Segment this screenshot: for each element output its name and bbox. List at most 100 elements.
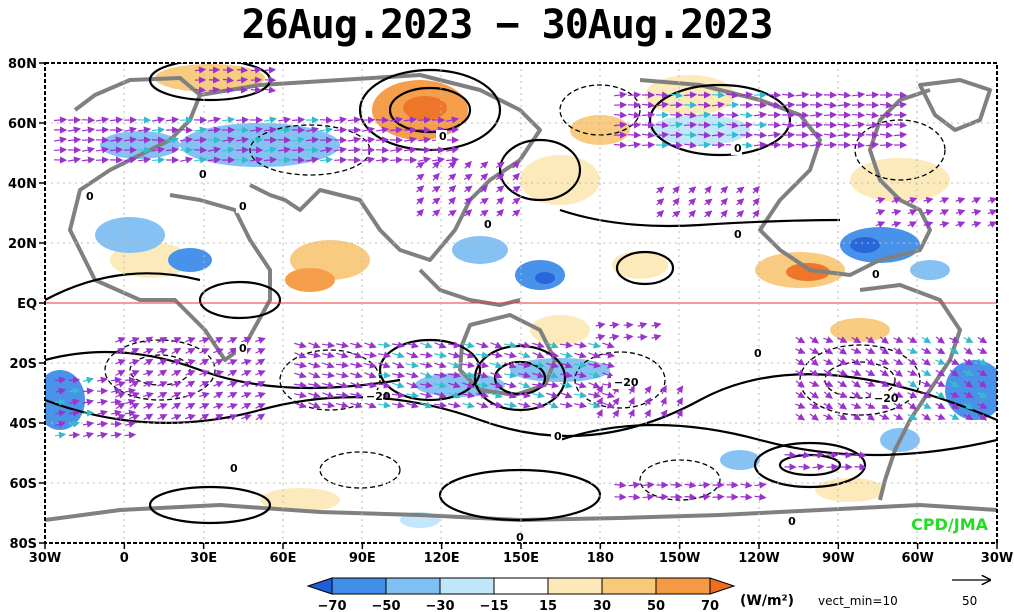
wind-vector (660, 409, 668, 418)
wind-vector (307, 381, 322, 389)
wind-vector (795, 121, 810, 129)
wind-vector (812, 451, 825, 459)
wind-vector (389, 156, 404, 164)
wind-vector (157, 336, 168, 344)
wind-vector (143, 403, 154, 410)
wind-vector (977, 402, 988, 409)
wind-vector (185, 392, 196, 399)
wind-vector (823, 111, 838, 119)
contour-label-bg (481, 218, 492, 231)
wind-vector (277, 136, 292, 144)
wind-vector (417, 136, 432, 144)
wind-vector (754, 493, 767, 501)
wind-vector (935, 358, 946, 365)
wind-vector (69, 398, 80, 406)
wind-vector-layer (53, 66, 997, 501)
wind-vector (851, 402, 862, 409)
wind-vector (445, 146, 460, 154)
wind-vector (504, 381, 517, 389)
wind-vector (255, 358, 266, 366)
wind-vector (55, 387, 67, 395)
wind-vector (241, 380, 252, 388)
wind-vector (54, 376, 67, 384)
wind-vector (143, 381, 154, 388)
wind-vector (865, 347, 876, 354)
contour-label: 0 (872, 268, 880, 281)
wind-vector (199, 369, 210, 377)
wind-vector (462, 401, 475, 409)
wind-vector (560, 391, 573, 399)
wind-vector (81, 116, 96, 124)
wind-vector (587, 361, 602, 369)
wind-vector (199, 358, 210, 366)
wind-vector (574, 381, 587, 389)
wind-vector (795, 369, 806, 376)
wind-vector (319, 116, 334, 124)
wind-vector (739, 91, 754, 99)
wind-vector (434, 361, 447, 369)
wind-vector (333, 156, 348, 164)
wind-vector (378, 361, 391, 369)
wind-vector (464, 209, 473, 217)
wind-vector (879, 413, 890, 420)
contour-label: 0 (734, 142, 742, 155)
wind-vector (532, 341, 545, 349)
wind-vector (361, 136, 376, 144)
wind-vector (809, 413, 819, 421)
wind-vector (82, 420, 95, 428)
wind-vector (907, 336, 918, 344)
wind-vector (375, 126, 390, 134)
wind-vector (893, 101, 908, 109)
wind-vector (416, 173, 425, 181)
wind-vector (628, 481, 641, 489)
wind-vector (518, 351, 531, 359)
wind-vector (672, 197, 680, 206)
wind-vector (213, 414, 224, 421)
colorbar-box (385, 577, 441, 595)
wind-vector (809, 358, 819, 366)
wind-vector (377, 371, 392, 379)
wind-vector (241, 402, 252, 410)
wind-vector (110, 409, 123, 417)
wind-vector (294, 391, 308, 399)
wind-vector (602, 341, 615, 349)
wind-vector (171, 380, 182, 388)
wind-vector (124, 376, 137, 384)
wind-vector (628, 385, 635, 395)
wind-vector (109, 116, 124, 124)
wind-vector (375, 136, 390, 144)
wind-vector (255, 403, 266, 410)
colorbar-box (601, 577, 657, 595)
wind-vector (496, 197, 505, 205)
wind-vector (851, 358, 862, 366)
wind-vector (923, 221, 934, 228)
wind-vector (736, 186, 745, 194)
wind-vector (798, 463, 811, 471)
wind-vector (241, 392, 252, 399)
wind-vector (628, 396, 635, 407)
wind-vector (865, 413, 876, 421)
wind-vector (185, 413, 196, 421)
wind-vector (417, 116, 432, 124)
wind-vector (129, 403, 140, 410)
wind-vector (809, 141, 824, 149)
wind-vector (199, 381, 210, 388)
contour-label-bg (869, 268, 880, 281)
wind-vector (199, 413, 210, 421)
contour-label: 0 (554, 430, 562, 443)
wind-vector (115, 392, 126, 399)
wind-vector (291, 116, 306, 124)
wind-vector (185, 348, 196, 355)
wind-vector (448, 196, 456, 205)
wind-vector (377, 341, 392, 349)
wind-vector (109, 136, 124, 144)
wind-vector (921, 358, 932, 366)
contour-label: 0 (230, 462, 238, 475)
wind-vector (865, 336, 876, 344)
wind-vector (628, 408, 635, 419)
wind-vector (406, 381, 419, 389)
wind-vector (596, 408, 603, 419)
wind-vector (165, 146, 180, 154)
wind-vector (977, 347, 988, 354)
wind-vector (781, 121, 796, 129)
